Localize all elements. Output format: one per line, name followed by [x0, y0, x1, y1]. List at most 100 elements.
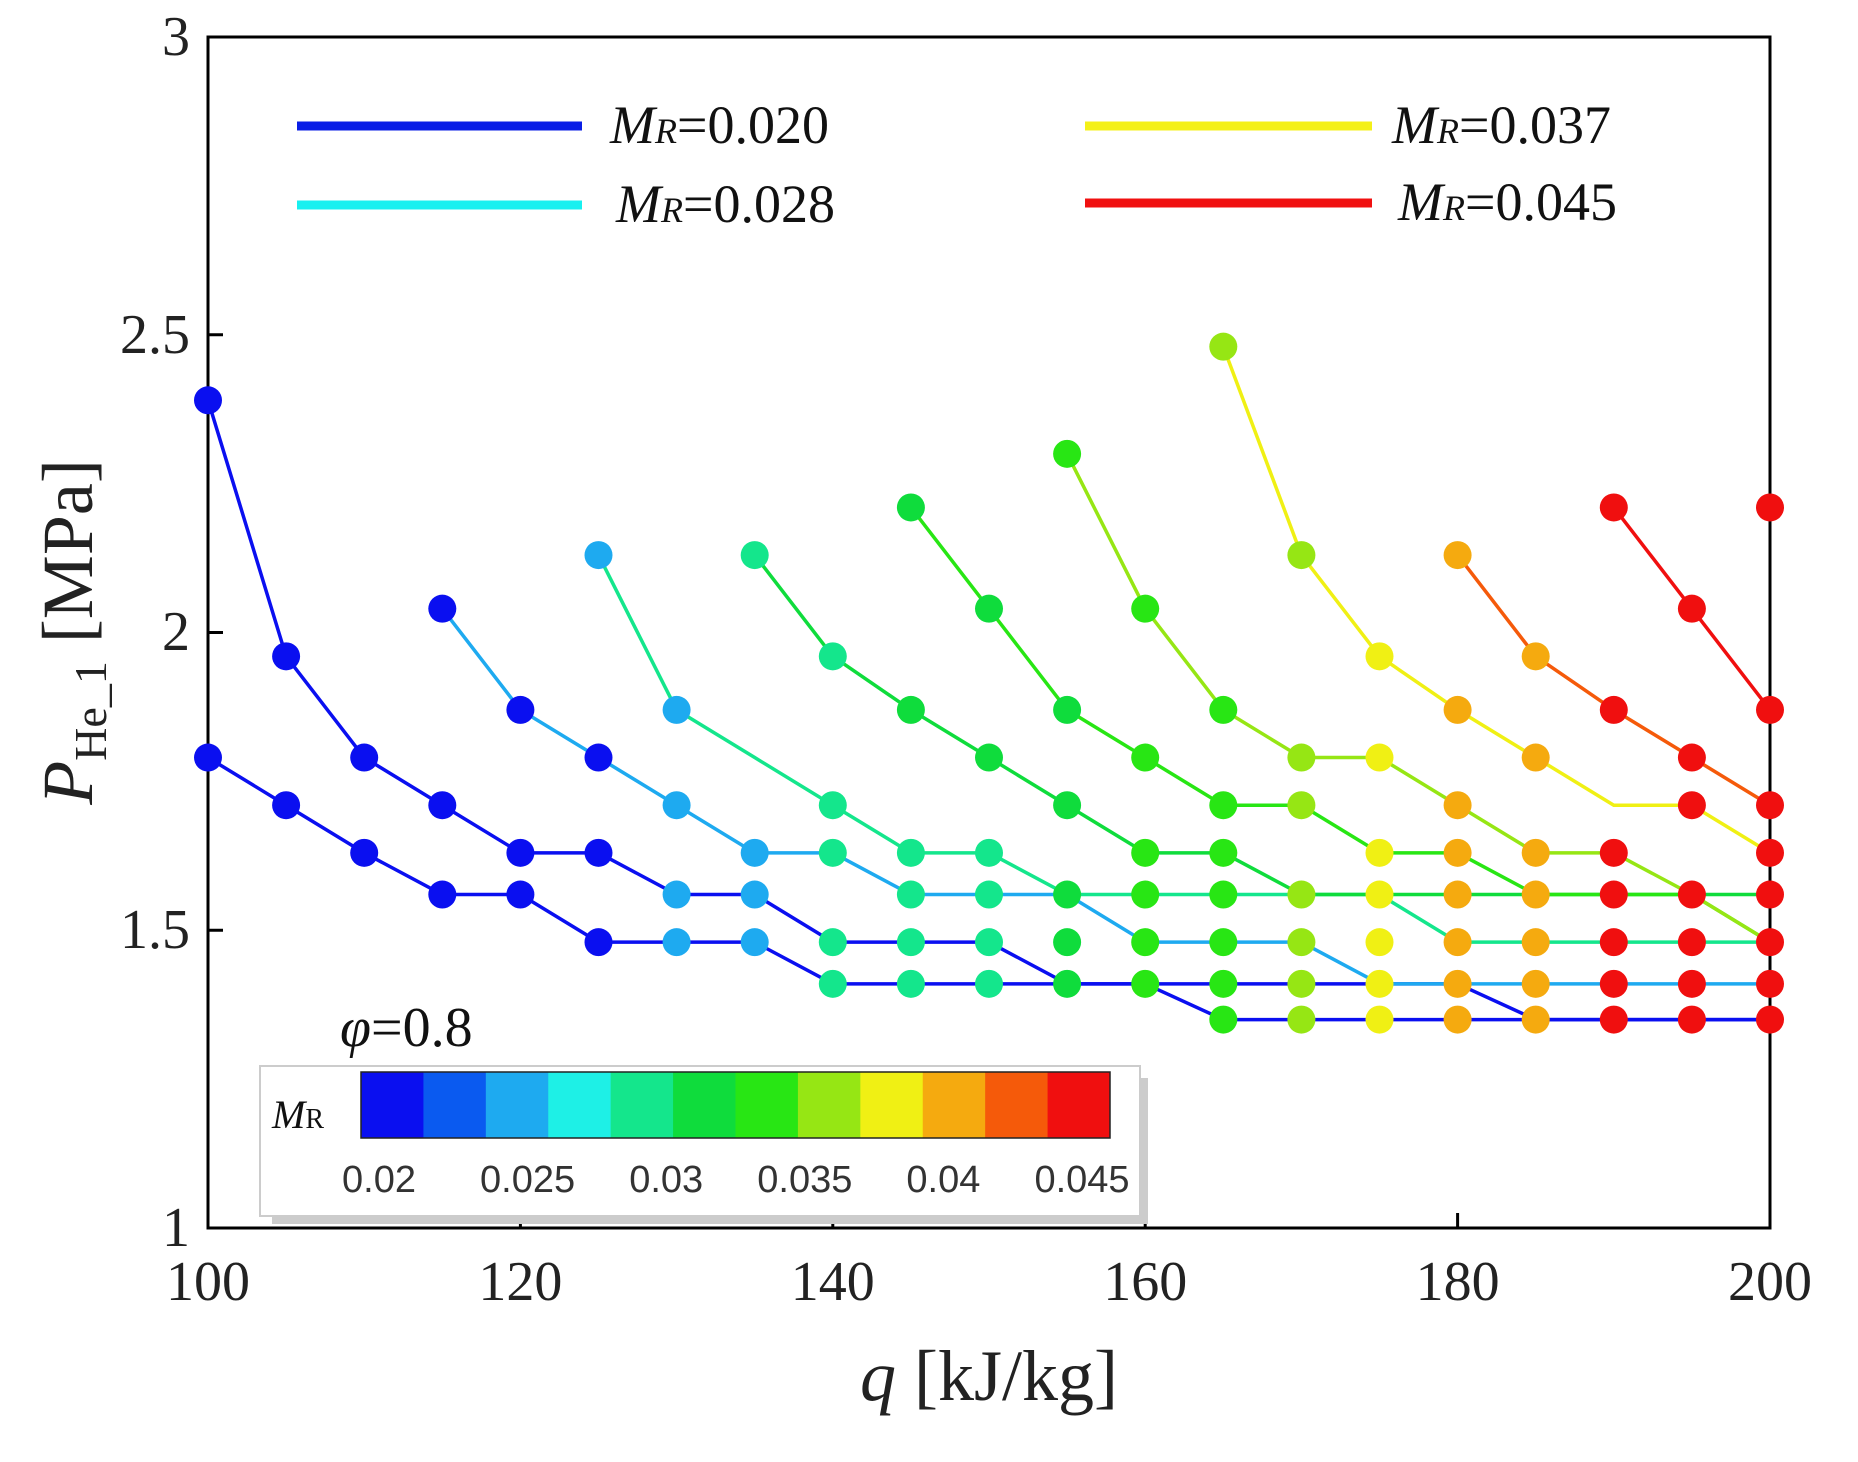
data-point [662, 880, 691, 909]
data-point [1521, 743, 1550, 772]
x-axis-label: q [kJ/kg] [860, 1336, 1118, 1416]
data-point [975, 969, 1003, 998]
data-point [740, 928, 769, 957]
series-line-8 [1456, 554, 1771, 807]
data-point [350, 838, 379, 867]
x-tick-label: 140 [791, 1251, 875, 1313]
data-point [428, 594, 457, 623]
data-point [818, 928, 847, 957]
data-point [740, 838, 769, 867]
data-point [818, 969, 847, 998]
series-line-2 [440, 607, 1770, 986]
series-markers [194, 332, 1784, 1034]
data-point [1209, 880, 1238, 909]
x-tick-label: 120 [478, 1251, 562, 1313]
data-point [1053, 880, 1082, 909]
data-point [1443, 695, 1472, 724]
data-point [1209, 695, 1238, 724]
data-point [896, 928, 925, 957]
data-point [1677, 594, 1706, 623]
data-point [1599, 1005, 1628, 1034]
x-tick-label: 200 [1728, 1251, 1812, 1313]
data-point [506, 880, 535, 909]
data-point [1287, 743, 1316, 772]
x-tick-label: 160 [1103, 1251, 1187, 1313]
data-point [975, 594, 1003, 623]
colorbar: MR 0.02 0.025 0.03 0.035 0.04 0.045 [259, 1065, 1148, 1224]
data-point [1365, 642, 1394, 671]
data-point [1131, 594, 1160, 623]
data-point [1443, 880, 1472, 909]
data-point [896, 880, 925, 909]
colorbar-cell [673, 1072, 736, 1138]
y-tick-label: 1.5 [120, 899, 190, 961]
x-axis: 100 120 140 160 180 200 q [kJ/kg] [166, 1213, 1812, 1416]
data-point [506, 695, 535, 724]
data-point [818, 642, 847, 671]
x-tick-label: 100 [166, 1251, 250, 1313]
legend-label-0: MR=0.020 [609, 95, 829, 155]
data-point [1599, 880, 1628, 909]
data-point [1756, 695, 1784, 724]
phi-annotation: φ=0.8 [340, 997, 473, 1059]
legend-label-1: MR=0.028 [615, 174, 835, 234]
legend-label-3: MR=0.045 [1397, 172, 1617, 232]
data-point [1443, 1005, 1472, 1034]
data-point [1443, 969, 1472, 998]
y-axis-label: PHe_1 [MPa] [28, 459, 116, 806]
data-point [1756, 880, 1784, 909]
series-lines [206, 346, 1772, 1022]
legend-label-2: MR=0.037 [1391, 95, 1611, 155]
data-point [1521, 880, 1550, 909]
data-point [194, 386, 222, 415]
data-point [428, 880, 457, 909]
data-point [272, 642, 301, 671]
data-point [1599, 838, 1628, 867]
colorbar-cell [797, 1072, 861, 1138]
colorbar-cell [985, 1072, 1049, 1138]
data-point [1756, 928, 1784, 957]
colorbar-cell [548, 1072, 612, 1138]
data-point [1521, 1005, 1550, 1034]
data-point [1131, 743, 1160, 772]
data-point [1209, 1005, 1238, 1034]
data-point [975, 743, 1003, 772]
data-point [1053, 928, 1082, 957]
data-point [1443, 541, 1472, 570]
data-point [1131, 969, 1160, 998]
data-point [1209, 838, 1238, 867]
data-point [1677, 1005, 1706, 1034]
y-axis: 1 1.5 2 2.5 3 PHe_1 [MPa] [28, 6, 223, 1259]
legend: MR=0.020 MR=0.028 MR=0.037 MR=0.045 [297, 95, 1617, 234]
data-point [1599, 969, 1628, 998]
data-point [1521, 969, 1550, 998]
colorbar-tick-labels: 0.02 0.025 0.03 0.035 0.04 0.045 [342, 1159, 1130, 1201]
colorbar-tick-label: 0.025 [480, 1159, 575, 1201]
data-point [1443, 928, 1472, 957]
y-tick-label: 1 [162, 1197, 190, 1259]
y-tick-label: 2.5 [120, 304, 190, 366]
data-point [1287, 928, 1316, 957]
data-point [1756, 493, 1784, 522]
data-point [584, 838, 613, 867]
data-point [662, 695, 691, 724]
data-point [1365, 928, 1394, 957]
colorbar-tick-label: 0.02 [342, 1159, 416, 1201]
x-tick-label: 180 [1416, 1251, 1500, 1313]
data-point [1677, 928, 1706, 957]
data-point [1287, 880, 1316, 909]
series-line-3 [596, 554, 1770, 944]
series-line-6 [1065, 453, 1771, 944]
data-point [1287, 969, 1316, 998]
colorbar-cell [922, 1072, 986, 1138]
data-point [1209, 969, 1238, 998]
colorbar-cells [361, 1072, 1111, 1138]
colorbar-label: MR [271, 1092, 324, 1137]
data-point [1287, 541, 1316, 570]
data-point [1131, 928, 1160, 957]
data-point [1209, 928, 1238, 957]
data-point [1521, 928, 1550, 957]
data-point [1053, 439, 1082, 468]
data-point [272, 791, 301, 820]
